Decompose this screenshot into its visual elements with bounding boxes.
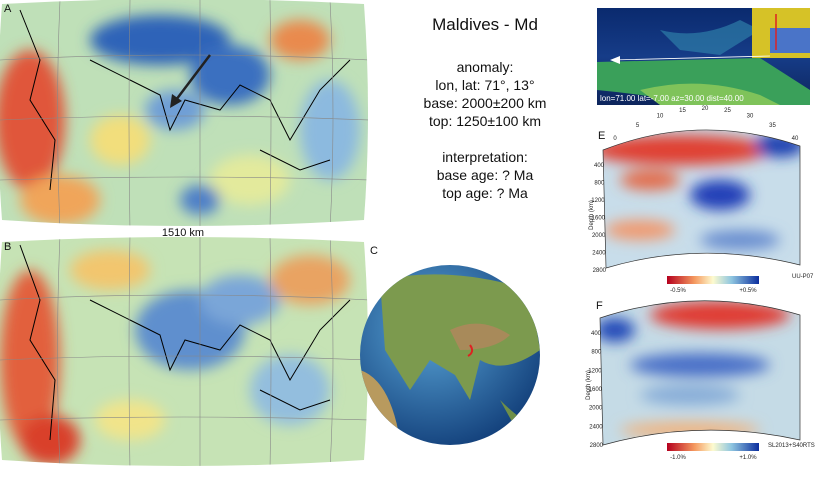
x-tick-label: 0 [613, 136, 617, 142]
x-tick-label: 15 [679, 108, 686, 114]
x-tick-label: 40 [792, 136, 799, 142]
x-tick-label: 20 [702, 106, 709, 112]
map-a [0, 0, 368, 226]
y-tick-label: 1600 [592, 216, 606, 222]
y-tick-label: 2000 [589, 406, 603, 412]
info-line: lon, lat: 71°, 13° [435, 77, 534, 93]
x-tick-label: 10 [657, 114, 664, 120]
title: Maldives - Md [432, 15, 538, 34]
panel-label: B [4, 241, 11, 253]
x-tick-label: 25 [724, 108, 731, 114]
y-tick-label: 1200 [588, 368, 602, 374]
colorbar-label: -1.0% [670, 455, 686, 461]
globe [360, 265, 540, 445]
heading: interpretation: [442, 149, 528, 165]
section-f: -1.0% +1.0% SL2013+S40RTS F Depth (km) [586, 300, 815, 461]
inset-caption: lon=71.00 lat=-7.00 az=30.00 dist=40.00 [600, 94, 744, 103]
info-line: top: 1250±100 km [429, 113, 541, 129]
x-tick-label: 30 [747, 114, 754, 120]
y-tick-label: 1200 [591, 198, 605, 204]
x-tick-label: 35 [769, 123, 776, 129]
panel-label: E [598, 130, 605, 142]
axis-label: Depth (km) [586, 370, 592, 400]
section-e: -0.5% +0.5% UU-P07 E Depth (km) [589, 129, 814, 294]
model-label: UU-P07 [792, 274, 814, 280]
y-tick-label: 2800 [590, 443, 604, 449]
axis-label: Depth (km) [589, 200, 595, 230]
panel-label: C [370, 245, 378, 257]
heading: anomaly: [457, 59, 514, 75]
model-label: SL2013+S40RTS [768, 443, 815, 449]
y-tick-label: 2800 [593, 268, 607, 274]
y-tick-label: 400 [591, 331, 602, 337]
y-tick-label: 800 [594, 181, 605, 187]
info-line: base age: ? Ma [437, 167, 534, 183]
y-tick-label: 400 [594, 163, 605, 169]
y-tick-label: 2000 [592, 233, 606, 239]
map-b [0, 237, 368, 466]
colorbar-label: +0.5% [739, 288, 757, 294]
panel-label: A [4, 3, 12, 15]
info-line: top age: ? Ma [442, 185, 528, 201]
info-line: base: 2000±200 km [424, 95, 547, 111]
y-tick-label: 1600 [589, 387, 603, 393]
x-tick-label: 5 [636, 123, 640, 129]
inset-map: lon=71.00 lat=-7.00 az=30.00 dist=40.00 [597, 8, 810, 105]
y-tick-label: 800 [591, 350, 602, 356]
scale-label: 1510 km [162, 227, 204, 239]
colorbar-label: +1.0% [739, 455, 757, 461]
panel-label: F [596, 300, 603, 312]
y-tick-label: 2400 [589, 424, 603, 430]
y-tick-label: 2400 [592, 251, 606, 257]
colorbar-label: -0.5% [670, 288, 686, 294]
